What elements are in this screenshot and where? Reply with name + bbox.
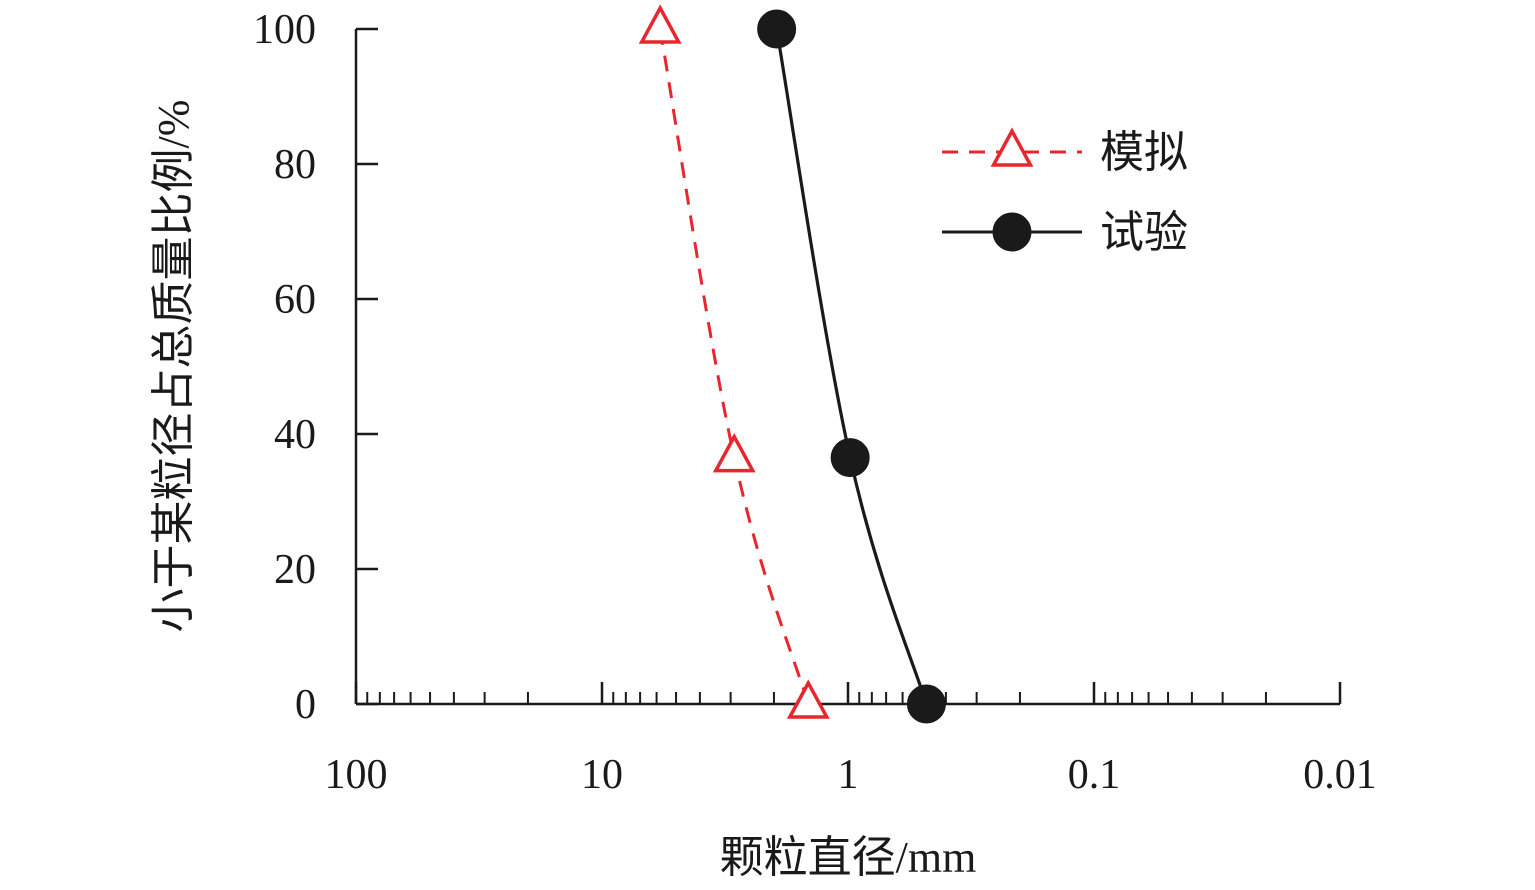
x-axis-title: 颗粒直径/mm bbox=[720, 833, 977, 882]
y-axis-title: 小于某粒径占总质量比例/% bbox=[149, 100, 198, 633]
data-point-triangle bbox=[712, 432, 756, 473]
data-point-circle bbox=[906, 684, 946, 724]
x-tick-label: 0.01 bbox=[1303, 752, 1377, 798]
series-line-2 bbox=[775, 28, 928, 705]
series-2 bbox=[757, 9, 946, 724]
y-tick-label: 60 bbox=[274, 277, 316, 323]
x-tick-label: 10 bbox=[581, 752, 623, 798]
x-tick-label: 100 bbox=[325, 752, 388, 798]
y-tick-label: 0 bbox=[295, 682, 316, 728]
axes: 0 20 40 60 80 100 100 10 1 0.1 0.01 bbox=[253, 7, 1377, 798]
y-tick-label: 100 bbox=[253, 7, 316, 53]
x-tick-label: 1 bbox=[838, 752, 859, 798]
data-point-circle bbox=[757, 9, 797, 49]
y-tick-label: 40 bbox=[274, 412, 316, 458]
series-layer bbox=[638, 4, 946, 724]
series-line-1 bbox=[658, 28, 810, 705]
y-tick-label: 80 bbox=[274, 142, 316, 188]
legend-entry-1: 模拟 bbox=[942, 127, 1188, 177]
x-tick-label: 0.1 bbox=[1068, 752, 1121, 798]
series-1 bbox=[638, 4, 830, 719]
y-tick-label: 20 bbox=[274, 547, 316, 593]
legend-marker-circle bbox=[992, 212, 1032, 252]
data-point-triangle bbox=[786, 679, 830, 719]
legend-marker-triangle bbox=[990, 127, 1034, 167]
legend-label: 模拟 bbox=[1100, 128, 1188, 177]
data-point-triangle bbox=[638, 4, 682, 44]
data-point-circle bbox=[830, 438, 870, 478]
legend-label: 试验 bbox=[1100, 208, 1188, 257]
legend-entry-2: 试验 bbox=[942, 208, 1188, 257]
